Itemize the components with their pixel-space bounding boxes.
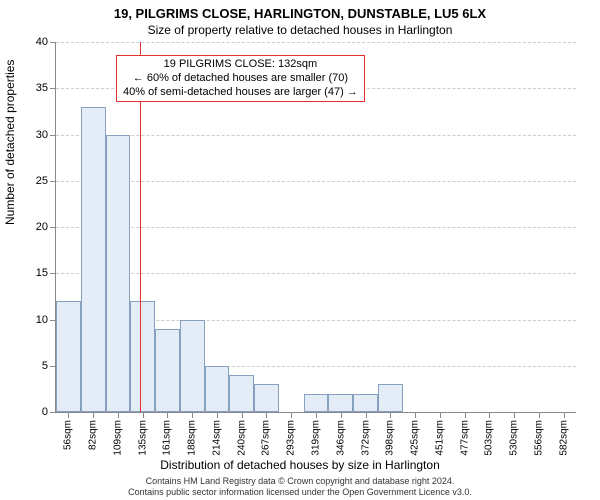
x-tick <box>217 412 218 418</box>
x-tick <box>242 412 243 418</box>
x-tick <box>266 412 267 418</box>
footer-line1: Contains HM Land Registry data © Crown c… <box>0 476 600 487</box>
x-tick <box>415 412 416 418</box>
chart-container: 19, PILGRIMS CLOSE, HARLINGTON, DUNSTABL… <box>0 0 600 500</box>
y-tick-label: 5 <box>18 360 48 372</box>
y-tick <box>50 273 56 274</box>
y-tick <box>50 135 56 136</box>
histogram-bar <box>106 135 131 413</box>
grid-line <box>56 135 576 136</box>
histogram-bar <box>229 375 254 412</box>
histogram-bar <box>353 394 378 413</box>
y-tick-label: 15 <box>18 267 48 279</box>
y-tick <box>50 42 56 43</box>
x-tick <box>341 412 342 418</box>
x-tick-label: 188sqm <box>187 420 198 456</box>
x-tick <box>93 412 94 418</box>
x-tick-label: 135sqm <box>137 420 148 456</box>
histogram-bar <box>56 301 81 412</box>
x-tick-label: 240sqm <box>236 420 247 456</box>
y-axis-title: Number of detached properties <box>3 60 17 225</box>
x-axis-title: Distribution of detached houses by size … <box>0 458 600 472</box>
x-tick <box>118 412 119 418</box>
x-tick <box>167 412 168 418</box>
y-tick-label: 20 <box>18 221 48 233</box>
footer-attribution: Contains HM Land Registry data © Crown c… <box>0 476 600 498</box>
histogram-bar <box>254 384 279 412</box>
x-tick <box>68 412 69 418</box>
callout-line3: 40% of semi-detached houses are larger (… <box>123 86 358 100</box>
x-tick-label: 425sqm <box>410 420 421 456</box>
x-tick-label: 503sqm <box>484 420 495 456</box>
grid-line <box>56 181 576 182</box>
x-tick-label: 477sqm <box>459 420 470 456</box>
x-tick-label: 530sqm <box>509 420 520 456</box>
x-tick-label: 267sqm <box>261 420 272 456</box>
histogram-bar <box>304 394 329 413</box>
histogram-bar <box>81 107 106 412</box>
y-tick <box>50 88 56 89</box>
y-tick-label: 35 <box>18 82 48 94</box>
x-tick <box>143 412 144 418</box>
x-tick <box>539 412 540 418</box>
x-tick <box>489 412 490 418</box>
y-tick <box>50 412 56 413</box>
histogram-bar <box>155 329 180 412</box>
histogram-bar <box>328 394 353 413</box>
x-tick-label: 451sqm <box>434 420 445 456</box>
x-tick <box>366 412 367 418</box>
histogram-bar <box>205 366 230 412</box>
x-tick-label: 556sqm <box>533 420 544 456</box>
x-tick <box>390 412 391 418</box>
histogram-bar <box>378 384 403 412</box>
callout-line1: 19 PILGRIMS CLOSE: 132sqm <box>123 58 358 72</box>
histogram-bar <box>130 301 155 412</box>
x-tick-label: 293sqm <box>286 420 297 456</box>
x-tick <box>316 412 317 418</box>
x-tick-label: 398sqm <box>385 420 396 456</box>
grid-line <box>56 227 576 228</box>
plot-area: 051015202530354056sqm82sqm109sqm135sqm16… <box>55 42 576 413</box>
y-tick <box>50 227 56 228</box>
histogram-bar <box>180 320 205 413</box>
x-tick-label: 161sqm <box>162 420 173 456</box>
y-tick <box>50 181 56 182</box>
y-tick-label: 0 <box>18 406 48 418</box>
x-tick-label: 214sqm <box>211 420 222 456</box>
x-tick-label: 109sqm <box>112 420 123 456</box>
marker-callout: 19 PILGRIMS CLOSE: 132sqm← 60% of detach… <box>116 55 365 102</box>
grid-line <box>56 42 576 43</box>
x-tick <box>192 412 193 418</box>
y-tick-label: 25 <box>18 175 48 187</box>
y-tick-label: 40 <box>18 36 48 48</box>
x-tick-label: 346sqm <box>335 420 346 456</box>
x-tick <box>514 412 515 418</box>
x-tick <box>564 412 565 418</box>
x-tick <box>291 412 292 418</box>
x-tick-label: 82sqm <box>88 420 99 450</box>
chart-subtitle: Size of property relative to detached ho… <box>0 21 600 37</box>
x-tick-label: 319sqm <box>311 420 322 456</box>
y-tick-label: 10 <box>18 314 48 326</box>
x-tick-label: 582sqm <box>558 420 569 456</box>
chart-title: 19, PILGRIMS CLOSE, HARLINGTON, DUNSTABL… <box>0 0 600 21</box>
x-tick <box>465 412 466 418</box>
footer-line2: Contains public sector information licen… <box>0 487 600 498</box>
x-tick <box>440 412 441 418</box>
y-tick-label: 30 <box>18 129 48 141</box>
grid-line <box>56 273 576 274</box>
x-tick-label: 56sqm <box>63 420 74 450</box>
x-tick-label: 372sqm <box>360 420 371 456</box>
callout-line2: ← 60% of detached houses are smaller (70… <box>123 72 358 86</box>
